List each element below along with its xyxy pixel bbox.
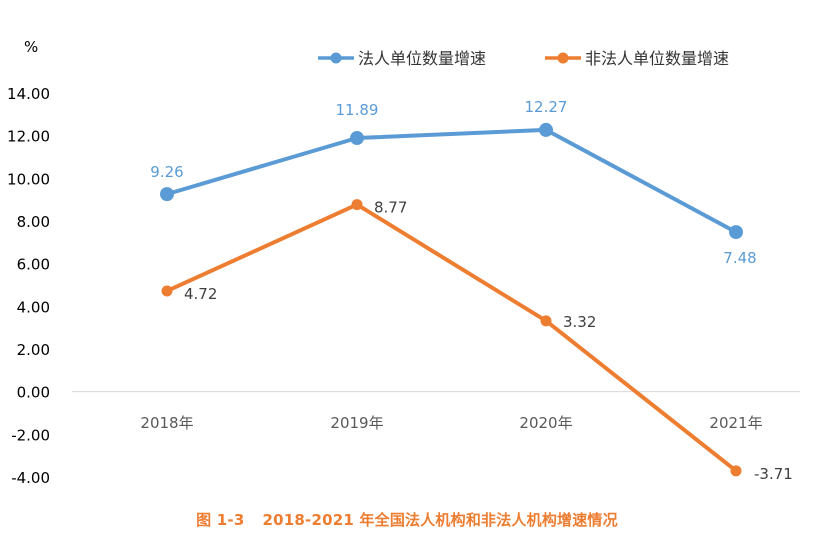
data-point-marker bbox=[350, 131, 364, 146]
data-label: 7.48 bbox=[723, 249, 756, 267]
legend-label: 法人单位数量增速 bbox=[358, 49, 486, 68]
data-point-marker bbox=[160, 187, 174, 202]
legend-label: 非法人单位数量增速 bbox=[585, 49, 729, 68]
y-tick-label: 6.00 bbox=[17, 256, 50, 274]
data-label: 11.89 bbox=[336, 101, 379, 119]
data-point-marker bbox=[730, 465, 742, 477]
y-tick-label: 4.00 bbox=[17, 298, 50, 316]
data-label: 3.32 bbox=[563, 313, 596, 331]
series-line bbox=[165, 127, 738, 235]
data-point-marker bbox=[351, 199, 363, 211]
y-axis-unit-label: % bbox=[24, 38, 38, 56]
data-point-marker bbox=[540, 315, 552, 327]
data-label: 4.72 bbox=[184, 285, 217, 303]
legend-swatch-marker bbox=[330, 52, 342, 64]
y-tick-label: 14.00 bbox=[7, 85, 50, 103]
y-tick-label: -4.00 bbox=[11, 469, 50, 487]
y-tick-label: 2.00 bbox=[17, 341, 50, 359]
figure-number: 图 1-3 bbox=[196, 511, 245, 529]
x-tick-label: 2021年 bbox=[709, 414, 762, 432]
series-line bbox=[165, 202, 738, 473]
y-tick-label: 8.00 bbox=[17, 213, 50, 231]
y-tick-label: 12.00 bbox=[7, 128, 50, 146]
x-tick-label: 2019年 bbox=[330, 414, 383, 432]
data-label: 8.77 bbox=[374, 199, 407, 217]
x-tick-label: 2018年 bbox=[140, 414, 193, 432]
data-point-marker bbox=[729, 225, 743, 240]
figure-title: 2018-2021 年全国法人机构和非法人机构增速情况 bbox=[262, 511, 618, 529]
data-label: 9.26 bbox=[150, 163, 183, 181]
figure-caption: 图 1-3 2018-2021 年全国法人机构和非法人机构增速情况 bbox=[0, 509, 814, 530]
x-tick-label: 2020年 bbox=[519, 414, 572, 432]
y-tick-label: -2.00 bbox=[11, 426, 50, 444]
data-point-marker bbox=[161, 285, 173, 297]
data-label: 12.27 bbox=[525, 98, 568, 116]
legend-swatch-marker bbox=[557, 52, 569, 64]
y-tick-label: 0.00 bbox=[17, 384, 50, 402]
data-point-marker bbox=[539, 122, 553, 137]
y-tick-label: 10.00 bbox=[7, 170, 50, 188]
data-label: -3.71 bbox=[754, 465, 793, 483]
